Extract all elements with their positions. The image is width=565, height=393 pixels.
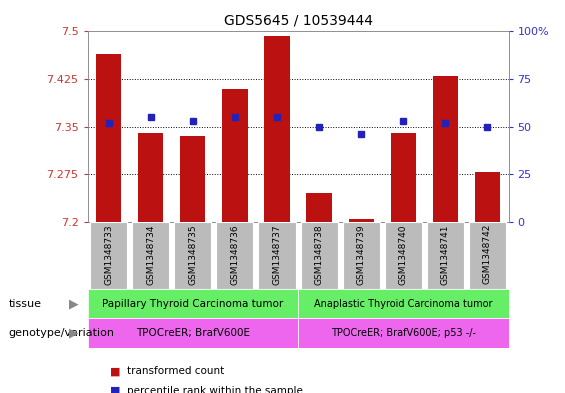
Text: GSM1348740: GSM1348740 xyxy=(399,224,408,285)
Text: percentile rank within the sample: percentile rank within the sample xyxy=(127,386,303,393)
Bar xyxy=(96,54,121,222)
Bar xyxy=(298,318,508,348)
Bar xyxy=(349,219,374,222)
Text: ■: ■ xyxy=(110,386,121,393)
Bar xyxy=(469,222,506,289)
Bar xyxy=(174,222,211,289)
Text: GSM1348737: GSM1348737 xyxy=(272,224,281,285)
Text: GSM1348736: GSM1348736 xyxy=(231,224,240,285)
Title: GDS5645 / 10539444: GDS5645 / 10539444 xyxy=(224,13,372,28)
Bar xyxy=(258,222,295,289)
Bar xyxy=(475,173,500,222)
Text: GSM1348733: GSM1348733 xyxy=(104,224,113,285)
Text: GSM1348741: GSM1348741 xyxy=(441,224,450,285)
Bar xyxy=(264,36,290,222)
Bar xyxy=(385,222,422,289)
Bar xyxy=(433,76,458,222)
Text: ▶: ▶ xyxy=(68,297,79,310)
Text: TPOCreER; BrafV600E; p53 -/-: TPOCreER; BrafV600E; p53 -/- xyxy=(331,328,476,338)
Bar xyxy=(427,222,464,289)
Text: GSM1348739: GSM1348739 xyxy=(357,224,366,285)
Text: TPOCreER; BrafV600E: TPOCreER; BrafV600E xyxy=(136,328,250,338)
Bar xyxy=(298,289,508,318)
Bar xyxy=(88,318,298,348)
Bar xyxy=(342,222,380,289)
Bar xyxy=(138,133,163,222)
Text: ■: ■ xyxy=(110,366,121,376)
Bar xyxy=(301,222,338,289)
Bar xyxy=(216,222,254,289)
Bar xyxy=(180,136,206,222)
Bar xyxy=(222,89,247,222)
Text: Papillary Thyroid Carcinoma tumor: Papillary Thyroid Carcinoma tumor xyxy=(102,299,284,309)
Text: Anaplastic Thyroid Carcinoma tumor: Anaplastic Thyroid Carcinoma tumor xyxy=(314,299,493,309)
Bar xyxy=(88,289,298,318)
Text: genotype/variation: genotype/variation xyxy=(8,328,115,338)
Bar xyxy=(132,222,170,289)
Text: transformed count: transformed count xyxy=(127,366,224,376)
Text: GSM1348738: GSM1348738 xyxy=(315,224,324,285)
Text: ▶: ▶ xyxy=(68,327,79,340)
Text: GSM1348735: GSM1348735 xyxy=(188,224,197,285)
Text: GSM1348734: GSM1348734 xyxy=(146,224,155,285)
Bar xyxy=(306,193,332,222)
Text: GSM1348742: GSM1348742 xyxy=(483,224,492,285)
Bar xyxy=(90,222,127,289)
Text: tissue: tissue xyxy=(8,299,41,309)
Bar xyxy=(390,133,416,222)
